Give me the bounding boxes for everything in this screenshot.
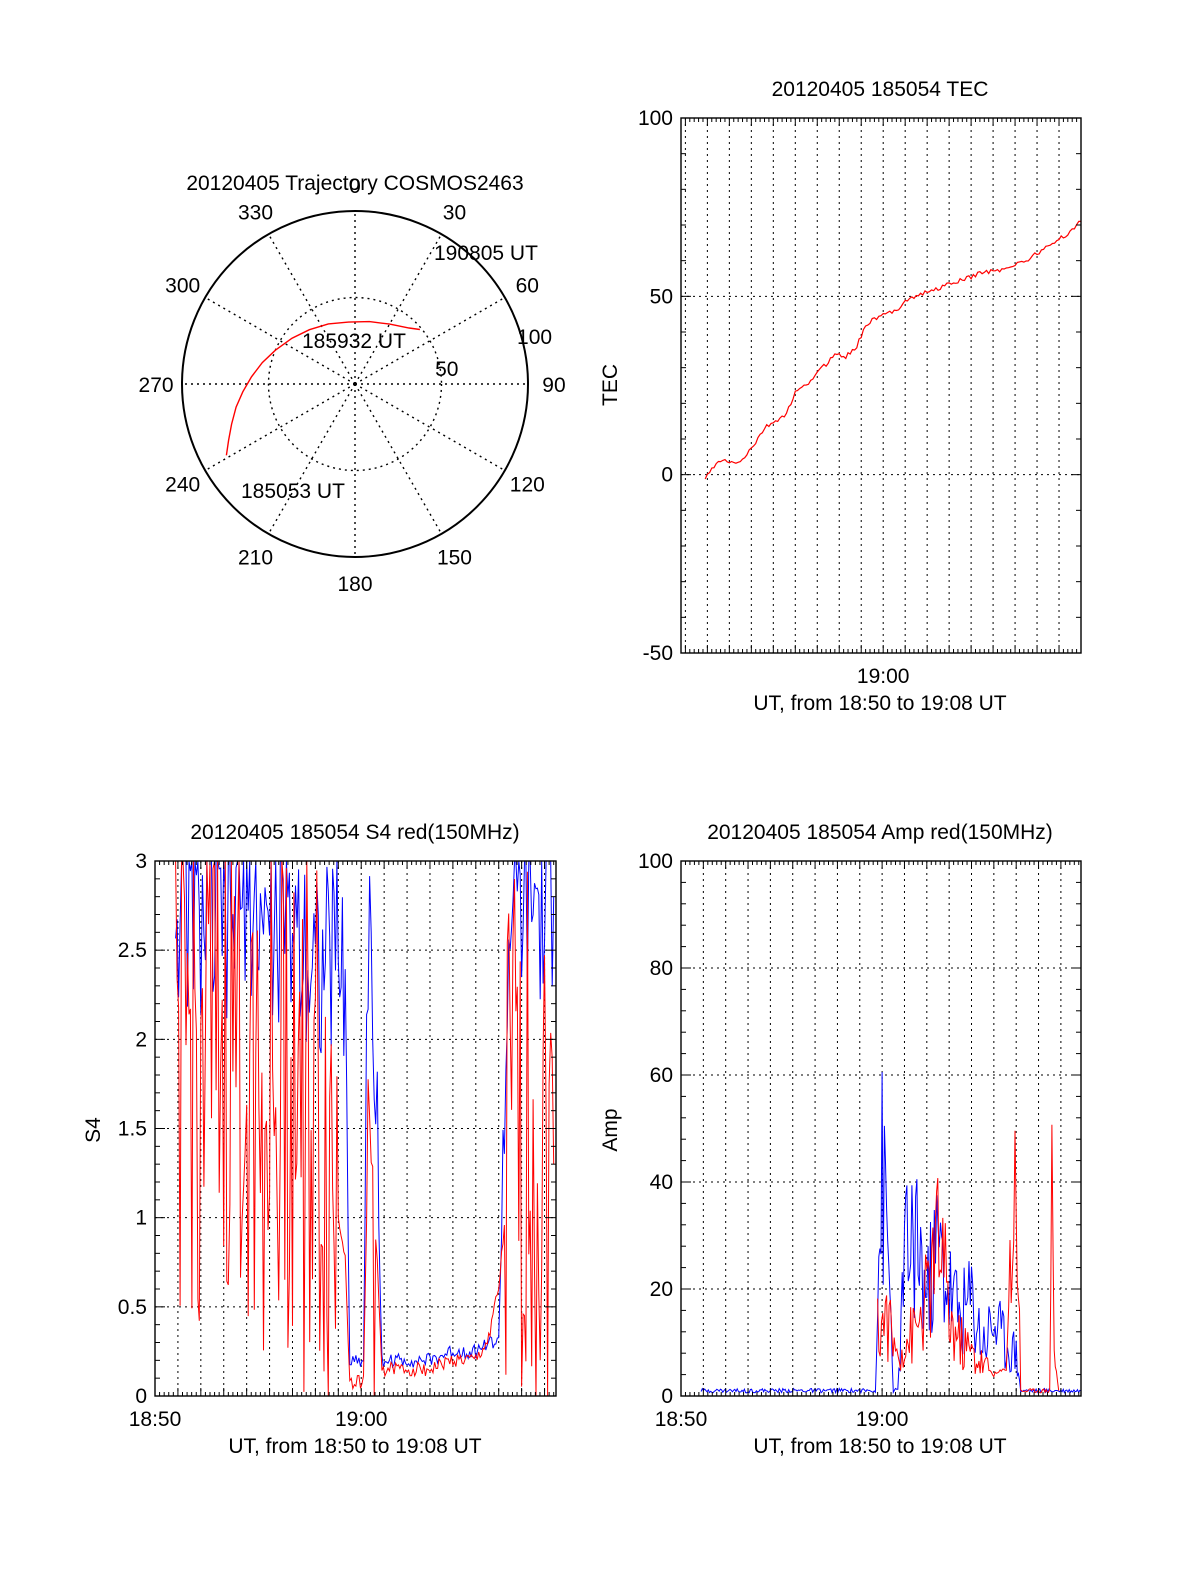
s4-title: 20120405 185054 S4 red(150MHz) bbox=[190, 821, 519, 844]
polar-spoke bbox=[267, 233, 356, 385]
amp-ylabel: Amp bbox=[599, 1108, 622, 1151]
polar-angle-label: 90 bbox=[542, 374, 565, 397]
s4-ylabel: S4 bbox=[82, 1117, 105, 1143]
tec-ylabel: TEC bbox=[599, 364, 622, 406]
y-tick-label: 0 bbox=[661, 1385, 673, 1408]
y-tick-label: 80 bbox=[650, 957, 673, 980]
polar-spoke bbox=[354, 383, 506, 472]
polar-outer-circle bbox=[181, 210, 529, 558]
y-tick-label: 2.5 bbox=[118, 939, 147, 962]
polar-series bbox=[225, 320, 420, 456]
y-tick-label: 20 bbox=[650, 1278, 673, 1301]
polar-spoke bbox=[204, 296, 356, 385]
y-tick-label: 40 bbox=[650, 1171, 673, 1194]
series-line-red bbox=[175, 860, 555, 1397]
series-line-red bbox=[704, 220, 1081, 480]
amp-xlabel: UT, from 18:50 to 19:08 UT bbox=[753, 1435, 1006, 1458]
polar-angle-label: 330 bbox=[238, 202, 273, 225]
tec-panel: 20120405 185054 TEC UT, from 18:50 to 19… bbox=[599, 78, 1082, 715]
y-tick-label: -50 bbox=[643, 642, 673, 665]
y-tick-label: 0 bbox=[135, 1385, 147, 1408]
trajectory-end-time: 190805 UT bbox=[434, 242, 538, 265]
trajectory-mid-time: 185932 UT bbox=[302, 330, 406, 353]
polar-labels: 0 30 60 90 120 150 180 210 240 270 300 330 50 100 bbox=[139, 175, 566, 596]
polar-spoke bbox=[204, 383, 356, 472]
trajectory-start-time: 185053 UT bbox=[241, 480, 345, 503]
x-tick-label: 19:00 bbox=[857, 665, 910, 688]
plot-frame bbox=[680, 860, 1082, 1397]
polar-angle-label: 60 bbox=[516, 275, 539, 298]
plot-frame bbox=[680, 117, 1082, 654]
s4-panel: 20120405 185054 S4 red(150MHz) UT, from … bbox=[82, 821, 557, 1458]
polar-spoke bbox=[354, 383, 443, 535]
polar-angle-label: 180 bbox=[337, 573, 372, 596]
y-tick-label: 100 bbox=[638, 107, 673, 130]
trajectory-line bbox=[225, 320, 420, 456]
y-tick-label: 0 bbox=[661, 464, 673, 487]
y-tick-label: 1.5 bbox=[118, 1118, 147, 1141]
polar-angle-label: 210 bbox=[238, 546, 273, 569]
amp-panel: 20120405 185054 Amp red(150MHz) UT, from… bbox=[599, 821, 1082, 1458]
polar-radial-label: 50 bbox=[435, 358, 458, 381]
tec-xlabel: UT, from 18:50 to 19:08 UT bbox=[753, 692, 1006, 715]
polar-angle-label: 270 bbox=[139, 374, 174, 397]
y-tick-label: 1 bbox=[135, 1207, 147, 1230]
amp-title: 20120405 185054 Amp red(150MHz) bbox=[707, 821, 1053, 844]
x-tick-label: 19:00 bbox=[856, 1408, 909, 1431]
polar-angle-label: 30 bbox=[443, 202, 466, 225]
polar-angle-label: 150 bbox=[437, 546, 472, 569]
polar-title: 20120405 Trajectory COSMOS2463 bbox=[186, 172, 523, 195]
y-tick-label: 50 bbox=[650, 285, 673, 308]
series-line-blue bbox=[700, 1072, 1082, 1395]
y-tick-label: 100 bbox=[638, 850, 673, 873]
y-tick-label: 60 bbox=[650, 1064, 673, 1087]
s4-plot-area: 0 0.5 1 1.5 2 2.5 3 18:50 19:00 bbox=[118, 850, 557, 1431]
polar-spoke bbox=[354, 233, 443, 385]
polar-radial-circle bbox=[267, 296, 443, 472]
tec-title: 20120405 185054 TEC bbox=[772, 78, 989, 101]
y-tick-label: 3 bbox=[135, 850, 147, 873]
polar-radial-label: 100 bbox=[517, 326, 552, 349]
x-tick-label: 19:00 bbox=[335, 1408, 388, 1431]
amp-plot-area: 0 20 40 60 80 100 18:50 19:00 bbox=[638, 850, 1082, 1431]
series-line-red bbox=[877, 1124, 1060, 1394]
x-tick-label: 18:50 bbox=[655, 1408, 708, 1431]
x-tick-label: 18:50 bbox=[129, 1408, 182, 1431]
polar-angle-label: 300 bbox=[165, 275, 200, 298]
polar-angle-label: 240 bbox=[165, 473, 200, 496]
s4-xlabel: UT, from 18:50 to 19:08 UT bbox=[228, 1435, 481, 1458]
y-tick-label: 2 bbox=[135, 1028, 147, 1051]
polar-angle-label: 0 bbox=[349, 175, 361, 198]
polar-trajectory-panel: 20120405 Trajectory COSMOS2463 0 30 60 90 12… bbox=[139, 172, 566, 596]
polar-spoke bbox=[354, 296, 506, 385]
polar-angle-label: 120 bbox=[510, 473, 545, 496]
tec-plot-area: -50 0 50 100 19:00 bbox=[638, 107, 1082, 688]
polar-grid bbox=[181, 210, 529, 558]
y-tick-label: 0.5 bbox=[118, 1296, 147, 1319]
polar-spoke bbox=[267, 383, 356, 535]
